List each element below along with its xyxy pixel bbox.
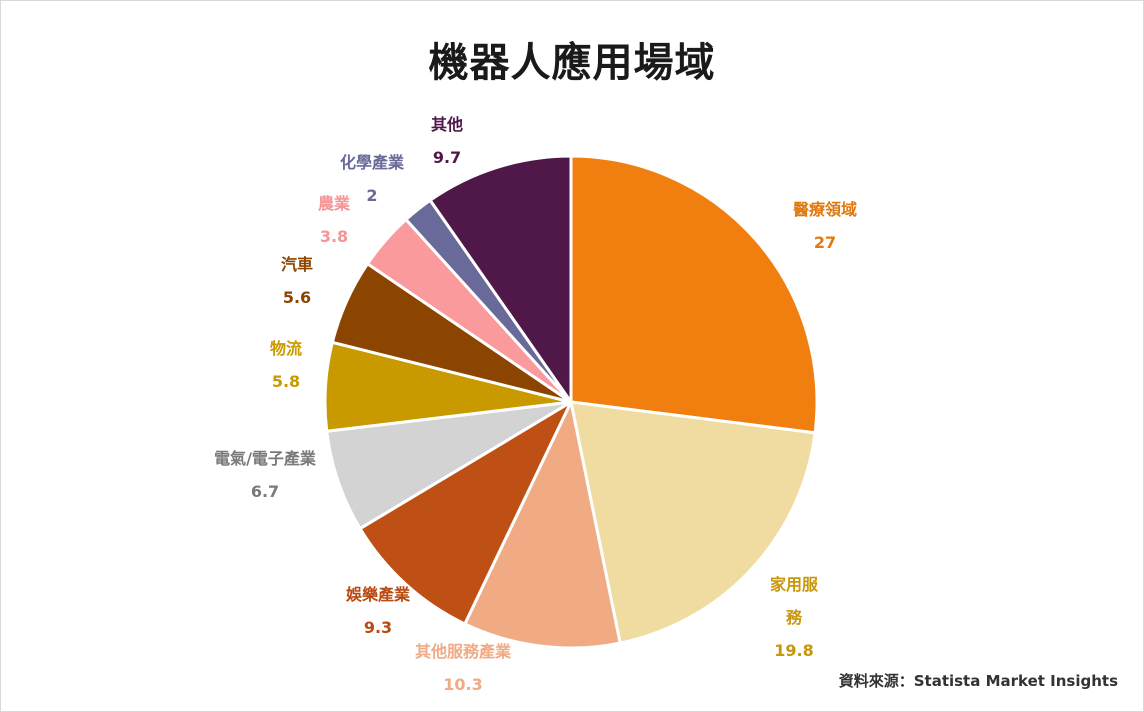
pie-slice-2 <box>569 400 817 645</box>
slice-label-2-line-2: 務 <box>786 608 803 627</box>
slice-label-4: 娛樂產業 <box>345 585 411 604</box>
chart-title: 機器人應用場域 <box>428 40 716 86</box>
slice-value-3: 10.3 <box>443 675 482 694</box>
slice-label-8: 農業 <box>318 194 351 213</box>
pie-slice-4 <box>358 400 573 626</box>
pie-slice-1 <box>569 154 819 435</box>
slice-value-8: 3.8 <box>320 227 348 246</box>
slice-value-2: 19.8 <box>774 641 813 660</box>
slice-label-2-line-1: 家用服 <box>770 575 819 594</box>
pie-slice-3 <box>463 400 622 650</box>
pie-slice-10 <box>428 154 573 404</box>
source-note: 資料來源：Statista Market Insights <box>838 672 1118 690</box>
slice-value-6: 5.8 <box>272 372 300 391</box>
slice-value-4: 9.3 <box>364 618 392 637</box>
slice-value-10: 9.7 <box>433 148 461 167</box>
slice-value-5: 6.7 <box>251 482 279 501</box>
slice-value-1: 27 <box>814 233 836 252</box>
slice-label-6: 物流 <box>270 339 302 358</box>
slice-label-5: 電氣/電子產業 <box>214 449 317 468</box>
slice-label-9: 化學產業 <box>340 153 405 172</box>
slice-label-3: 其他服務產業 <box>415 642 512 661</box>
slice-label-10: 其他 <box>431 115 463 134</box>
slice-value-9: 2 <box>366 186 377 205</box>
slice-label-1: 醫療領域 <box>793 200 857 219</box>
slice-label-7: 汽車 <box>281 255 313 274</box>
slice-value-7: 5.6 <box>283 288 311 307</box>
